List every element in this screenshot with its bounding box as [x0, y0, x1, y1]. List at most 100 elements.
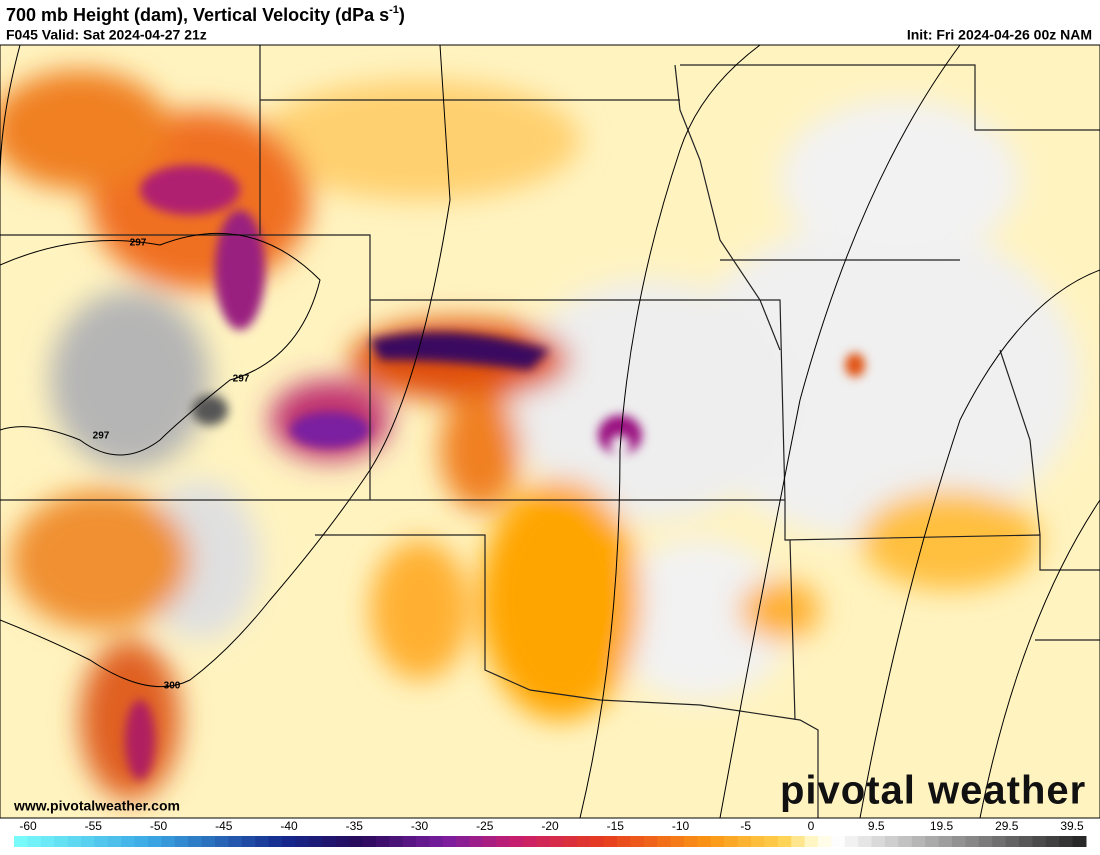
- colorbar-cell: [764, 836, 779, 847]
- colorbar-cell: [389, 836, 404, 847]
- colorbar-cell: [148, 836, 162, 847]
- colorbar-cell: [81, 836, 95, 847]
- colorbar-cell: [938, 836, 953, 847]
- map: 297 297 297 300 www.pivotalweather.com p…: [0, 45, 1100, 818]
- colorbar-tick-label: 39.5: [1060, 819, 1084, 833]
- colorbar-tick-label: -35: [346, 819, 364, 833]
- colorbar-cell: [697, 836, 712, 847]
- colorbar-cell: [161, 836, 176, 847]
- colorbar-tick-label: -10: [672, 819, 690, 833]
- colorbar-tick-label: -20: [541, 819, 559, 833]
- colorbar-tick-label: -40: [280, 819, 298, 833]
- colorbar-cell: [27, 836, 42, 847]
- colorbar-cell: [978, 836, 993, 847]
- colorbar-cell: [1032, 836, 1047, 847]
- colorbar-cell: [630, 836, 645, 847]
- colorbar-cell: [576, 836, 591, 847]
- colorbar-cell: [925, 836, 940, 847]
- colorbar-tick-label: -50: [150, 819, 168, 833]
- colorbar-cell: [1045, 836, 1060, 847]
- colorbar-cell: [107, 836, 122, 847]
- colorbar-cell: [442, 836, 457, 847]
- colorbar-cell: [402, 836, 417, 847]
- colorbar-cell: [349, 836, 363, 847]
- colorbar-cell: [456, 836, 471, 847]
- colorbar-cell: [121, 836, 136, 847]
- contour-label: 297: [93, 431, 110, 442]
- colorbar-cell: [871, 836, 886, 847]
- colorbar-cell: [429, 836, 444, 847]
- colorbar-cell: [858, 836, 873, 847]
- colorbar: -60 -55 -50 -45 -40 -35 -30 -25 -20 -15 -10 -5 0 9.5 1…: [14, 819, 1087, 847]
- colorbar-cell: [523, 836, 538, 847]
- colorbar-cell: [322, 836, 337, 847]
- colorbar-cell: [215, 836, 229, 847]
- contour-label: 300: [164, 681, 181, 692]
- map-frame: [0, 44, 1100, 819]
- colorbar-tick-label: -25: [476, 819, 494, 833]
- colorbar-cell: [241, 836, 256, 847]
- colorbar-cell: [94, 836, 109, 847]
- colorbar-cell: [188, 836, 203, 847]
- colorbar-cell: [737, 836, 752, 847]
- colorbar-tick-label: 0: [808, 819, 815, 833]
- colorbar-cell: [885, 836, 899, 847]
- colorbar-cell: [710, 836, 725, 847]
- valid-time: F045 Valid: Sat 2024-04-27 21z: [6, 27, 207, 43]
- colorbar-cell: [590, 836, 605, 847]
- logo: pivotal weather: [780, 769, 1086, 813]
- colorbar-cell: [1072, 836, 1087, 847]
- colorbar-cell: [40, 836, 55, 847]
- colorbar-cell: [536, 836, 551, 847]
- colorbar-tick-label: -15: [607, 819, 625, 833]
- colorbar-cell: [777, 836, 792, 847]
- contour-label: 297: [233, 374, 250, 385]
- colorbar-cell: [617, 836, 631, 847]
- colorbar-cell: [282, 836, 296, 847]
- colorbar-tick-label: -60: [19, 819, 37, 833]
- colorbar-cell: [295, 836, 310, 847]
- colorbar-tick-label: 19.5: [930, 819, 954, 833]
- colorbar-cell: [255, 836, 270, 847]
- colorbar-cell: [952, 836, 966, 847]
- colorbar-cell: [670, 836, 685, 847]
- colorbar-cell: [308, 836, 323, 847]
- colorbar-cell: [992, 836, 1007, 847]
- colorbar-cell: [228, 836, 243, 847]
- colorbar-cell: [684, 836, 698, 847]
- colorbar-cell: [54, 836, 69, 847]
- colorbar-cell: [898, 836, 913, 847]
- colorbar-cell: [375, 836, 390, 847]
- colorbar-cell: [791, 836, 806, 847]
- colorbar-cell: [362, 836, 377, 847]
- colorbar-cell: [416, 836, 430, 847]
- colorbar-cell: [965, 836, 980, 847]
- colorbar-cell: [844, 836, 859, 847]
- colorbar-cell: [509, 836, 524, 847]
- colorbar-cell: [643, 836, 658, 847]
- colorbar-cell: [469, 836, 484, 847]
- colorbar-tick-label: 9.5: [868, 819, 885, 833]
- colorbar-cell: [496, 836, 511, 847]
- title: 700 mb Height (dam), Vertical Velocity (…: [6, 4, 405, 25]
- colorbar-cell: [603, 836, 618, 847]
- colorbar-cell: [14, 836, 28, 847]
- colorbar-cell: [563, 836, 578, 847]
- colorbar-cell: [1019, 836, 1033, 847]
- contour-label: 297: [130, 238, 147, 249]
- colorbar-cell: [335, 836, 350, 847]
- colorbar-cell: [268, 836, 283, 847]
- colorbar-tick-label: -55: [85, 819, 103, 833]
- colorbar-cell: [818, 836, 832, 847]
- colorbar-cell: [134, 836, 149, 847]
- colorbar-tick-label: -5: [740, 819, 751, 833]
- colorbar-cell: [911, 836, 926, 847]
- colorbar-cell: [201, 836, 216, 847]
- colorbar-cell: [550, 836, 564, 847]
- colorbar-tick-label: -30: [411, 819, 429, 833]
- colorbar-cell: [657, 836, 672, 847]
- colorbar-tick-label: 29.5: [995, 819, 1019, 833]
- site-url: www.pivotalweather.com: [13, 798, 180, 814]
- init-time: Init: Fri 2024-04-26 00z NAM: [907, 27, 1092, 43]
- colorbar-tick-label: -45: [215, 819, 233, 833]
